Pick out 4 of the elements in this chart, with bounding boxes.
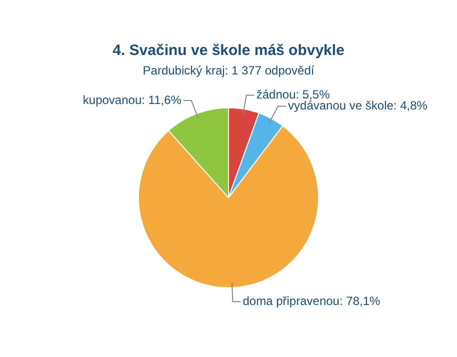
chart-title: 4. Svačinu ve škole máš obvykle <box>112 42 344 60</box>
slice-label: doma připravenou: 78,1% <box>242 294 380 308</box>
chart-subtitle: Pardubický kraj: 1 377 odpovědí <box>142 64 315 78</box>
slice-label: kupovanou: 11,6% <box>82 92 182 107</box>
